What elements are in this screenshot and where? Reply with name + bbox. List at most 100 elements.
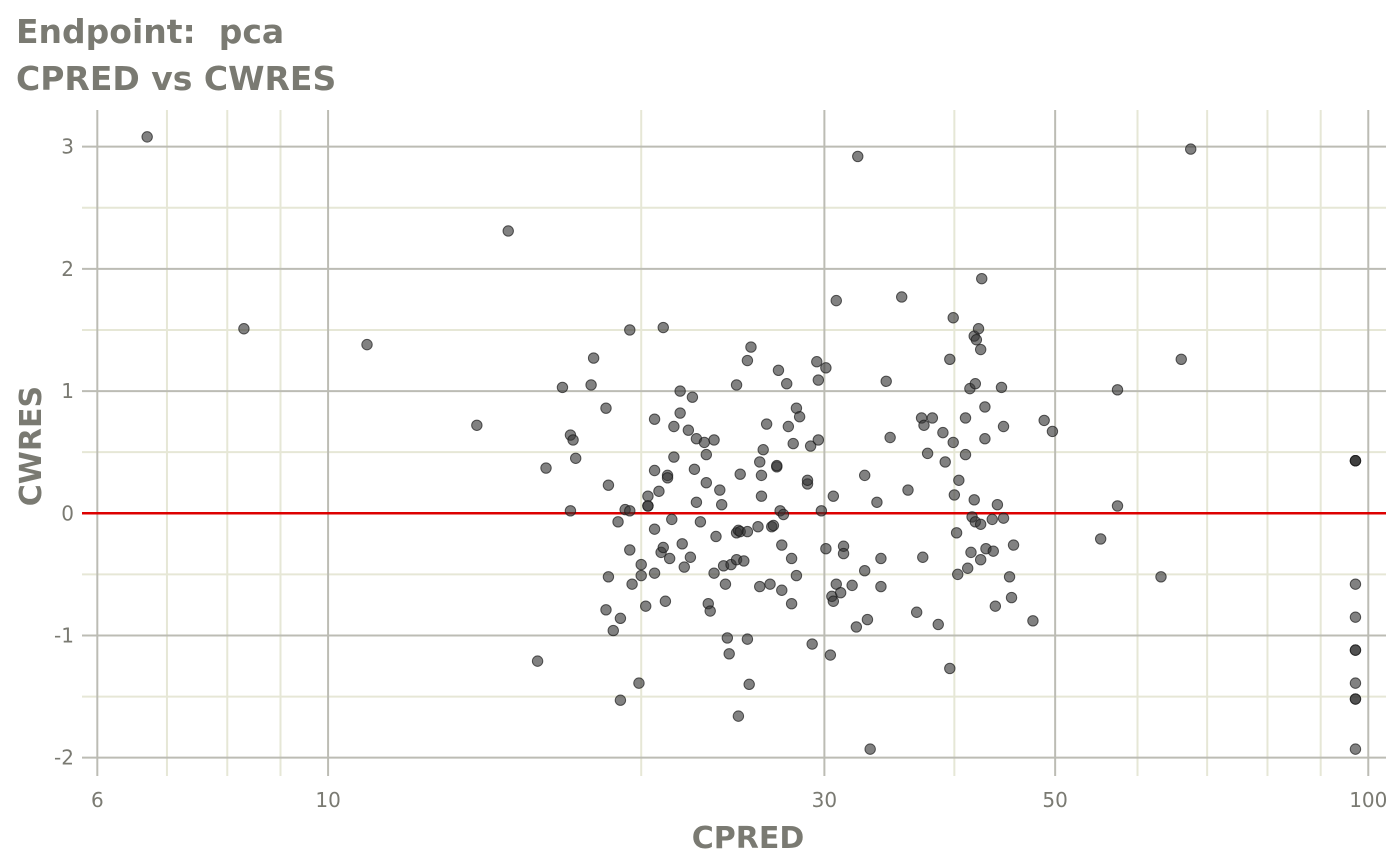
data-point [917, 551, 929, 563]
data-point [715, 499, 728, 511]
data-point [540, 462, 552, 474]
data-point [754, 580, 766, 593]
data-point [648, 413, 661, 425]
data-point [989, 600, 1002, 612]
y-tick-labels: -2 -1 0 1 2 3 [54, 135, 74, 770]
data-point [793, 411, 806, 423]
data-point [698, 436, 711, 449]
data-point [979, 401, 991, 413]
data-point [976, 272, 988, 285]
data-point [834, 586, 847, 599]
data-point [633, 677, 645, 689]
data-point [587, 352, 600, 364]
data-point [815, 505, 828, 517]
data-point [944, 662, 956, 675]
data-point [1349, 677, 1362, 689]
data-point [974, 554, 987, 566]
data-point [141, 131, 153, 143]
data-point [688, 463, 701, 475]
data-point [910, 606, 923, 618]
data-point [995, 381, 1008, 394]
data-point [1349, 693, 1362, 705]
data-point [569, 452, 582, 464]
data-point [531, 655, 544, 667]
data-point [741, 525, 754, 538]
data-point [952, 568, 964, 581]
data-point [730, 379, 743, 391]
data-point [1155, 571, 1167, 583]
data-point [741, 633, 754, 645]
data-point [754, 456, 766, 468]
chart-subtitle: CPRED vs CWRES [16, 59, 337, 98]
data-point [947, 436, 959, 449]
data-point [1005, 591, 1018, 604]
data-point [777, 508, 790, 521]
data-point [624, 505, 636, 517]
data-point [684, 551, 697, 563]
data-point [979, 433, 991, 445]
data-point [827, 490, 840, 502]
data-point [811, 356, 823, 368]
data-point [626, 578, 638, 590]
data-point [710, 530, 722, 543]
data-point [585, 379, 597, 391]
data-point [648, 464, 661, 477]
data-point [704, 605, 716, 617]
data-point [734, 468, 746, 480]
data-point [635, 569, 647, 582]
data-point [959, 448, 972, 461]
data-point [668, 420, 680, 433]
data-point [674, 385, 686, 397]
data-point [880, 375, 892, 387]
data-point [939, 456, 951, 468]
data-point [884, 431, 896, 444]
data-point [969, 378, 982, 390]
data-point [624, 324, 636, 336]
data-point [648, 523, 661, 535]
data-point [987, 545, 999, 557]
data-point [781, 378, 793, 390]
data-point [806, 638, 818, 650]
data-point [614, 612, 627, 625]
data-point [757, 444, 769, 456]
data-point [830, 294, 842, 307]
data-point [804, 440, 817, 452]
data-point [937, 426, 949, 439]
data-point [648, 567, 661, 579]
data-point [1111, 384, 1124, 396]
data-point [602, 479, 615, 491]
data-point [902, 484, 914, 496]
data-point [361, 338, 373, 351]
data-point [657, 321, 669, 334]
data-point [700, 448, 713, 461]
data-point [668, 451, 680, 463]
data-point [612, 516, 624, 528]
data-point [723, 648, 735, 660]
data-point [953, 474, 965, 486]
data-point [986, 513, 998, 526]
data-point [1007, 539, 1020, 551]
data-point [1003, 571, 1016, 583]
x-tick-label: 6 [91, 788, 104, 812]
data-point [690, 496, 703, 508]
x-tick-label: 30 [812, 788, 837, 812]
y-tick-label: -1 [54, 623, 74, 647]
data-point [755, 490, 768, 502]
data-point [965, 546, 977, 559]
data-point [764, 578, 776, 590]
data-point [607, 624, 619, 637]
data-point [824, 649, 837, 661]
data-point [714, 484, 726, 496]
data-point [741, 354, 754, 367]
data-point [861, 613, 874, 626]
data-point [820, 543, 832, 555]
data-point [1349, 743, 1362, 755]
data-point [743, 678, 755, 691]
data-point [661, 472, 674, 484]
data-point [997, 420, 1010, 433]
data-point [653, 485, 665, 497]
data-point [760, 418, 773, 430]
data-point [1094, 533, 1107, 545]
data-point [657, 541, 669, 554]
data-point [820, 362, 832, 374]
